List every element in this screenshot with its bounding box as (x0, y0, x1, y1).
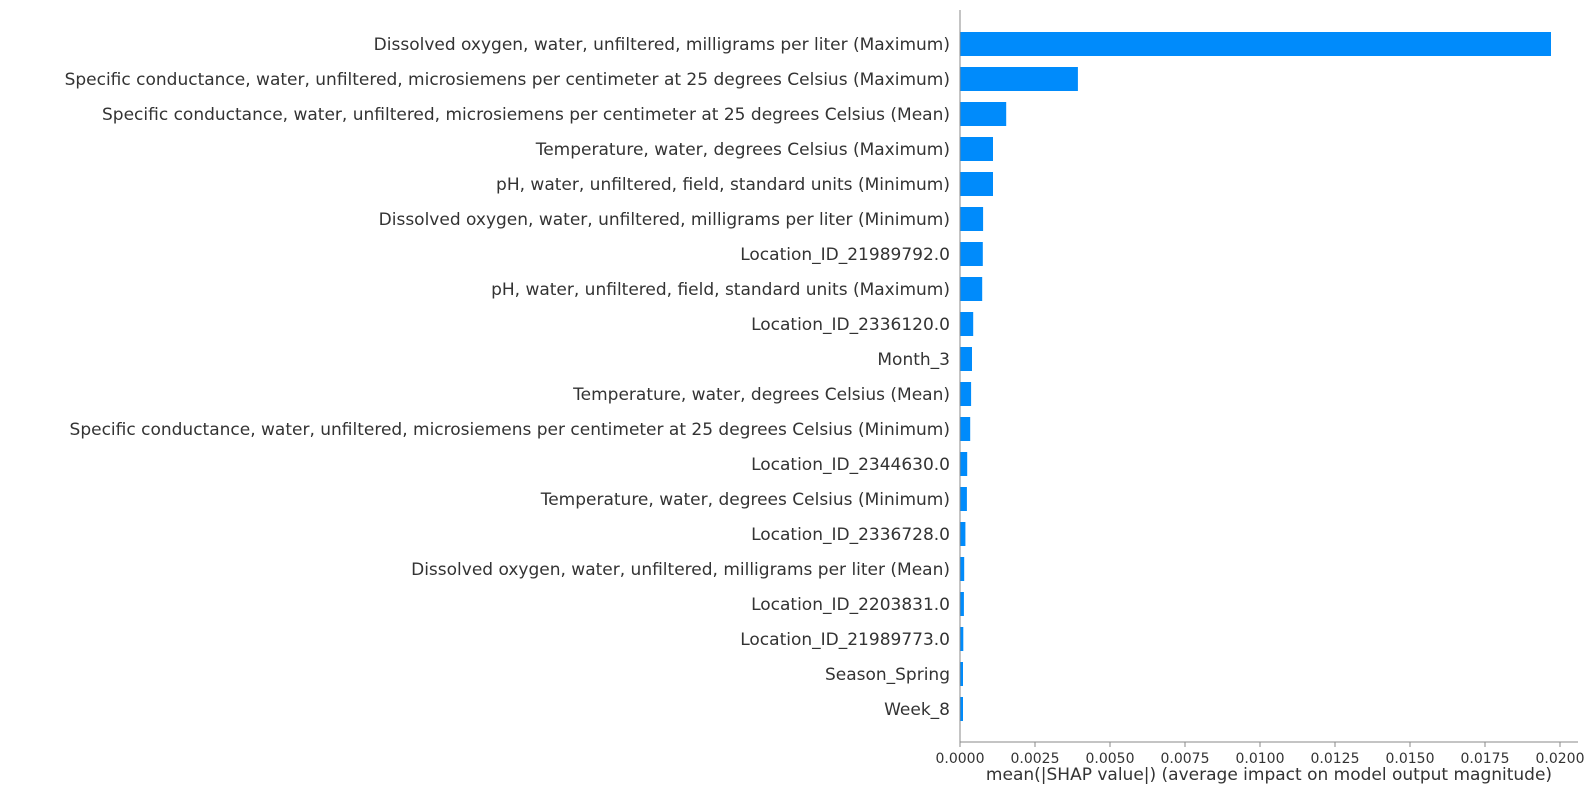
category-label: Location_ID_21989792.0 (740, 245, 950, 265)
bars-layer (960, 32, 1551, 721)
category-label: Specific conductance, water, unfiltered,… (70, 420, 950, 440)
category-label: Specific conductance, water, unfiltered,… (102, 105, 950, 125)
x-axis-title: mean(|SHAP value|) (average impact on mo… (986, 765, 1552, 785)
bar (960, 417, 971, 441)
bar (960, 312, 974, 336)
bar (960, 172, 993, 196)
x-tick-label: 0.0175 (1461, 751, 1510, 767)
bar (960, 487, 967, 511)
category-label: Dissolved oxygen, water, unfiltered, mil… (411, 560, 950, 580)
bar (960, 452, 968, 476)
category-labels: Dissolved oxygen, water, unfiltered, mil… (65, 35, 950, 720)
x-tick-label: 0.0100 (1236, 751, 1285, 767)
bar (960, 557, 965, 581)
bar (960, 137, 993, 161)
category-label: Location_ID_2336728.0 (751, 525, 950, 545)
x-tick-label: 0.0075 (1161, 751, 1210, 767)
bar (960, 207, 984, 231)
category-label: Season_Spring (825, 665, 950, 685)
category-label: pH, water, unfiltered, field, standard u… (496, 175, 950, 195)
x-tick-label: 0.0025 (1011, 751, 1060, 767)
category-label: Temperature, water, degrees Celsius (Mea… (572, 385, 950, 405)
x-tick-label: 0.0150 (1386, 751, 1435, 767)
x-tick-label: 0.0050 (1086, 751, 1135, 767)
x-tick-label: 0.0125 (1311, 751, 1360, 767)
bar (960, 522, 966, 546)
bar (960, 277, 983, 301)
category-label: pH, water, unfiltered, field, standard u… (491, 280, 950, 300)
bar (960, 382, 972, 406)
category-label: Location_ID_2336120.0 (751, 315, 950, 335)
x-axis-ticks: 0.0000 0.0025 0.0050 0.0075 0.0100 0.0125 0.01… (936, 742, 1585, 767)
bar (960, 697, 963, 721)
category-label: Temperature, water, degrees Celsius (Max… (535, 140, 950, 160)
category-label: Location_ID_2203831.0 (751, 595, 950, 615)
category-label: Dissolved oxygen, water, unfiltered, mil… (374, 35, 950, 55)
category-label: Specific conductance, water, unfiltered,… (65, 70, 950, 90)
bar (960, 242, 983, 266)
category-label: Dissolved oxygen, water, unfiltered, mil… (379, 210, 950, 230)
category-label: Location_ID_2344630.0 (751, 455, 950, 475)
category-label: Temperature, water, degrees Celsius (Min… (540, 490, 950, 510)
category-label: Location_ID_21989773.0 (740, 630, 950, 650)
category-label: Week_8 (884, 700, 950, 720)
bar (960, 102, 1007, 126)
x-tick-label: 0.0000 (936, 751, 985, 767)
bar (960, 627, 964, 651)
bar (960, 592, 964, 616)
category-label: Month_3 (877, 350, 950, 370)
x-tick-label: 0.0200 (1536, 751, 1585, 767)
bar (960, 662, 963, 686)
bar (960, 347, 972, 371)
bar (960, 32, 1551, 56)
bar (960, 67, 1078, 91)
